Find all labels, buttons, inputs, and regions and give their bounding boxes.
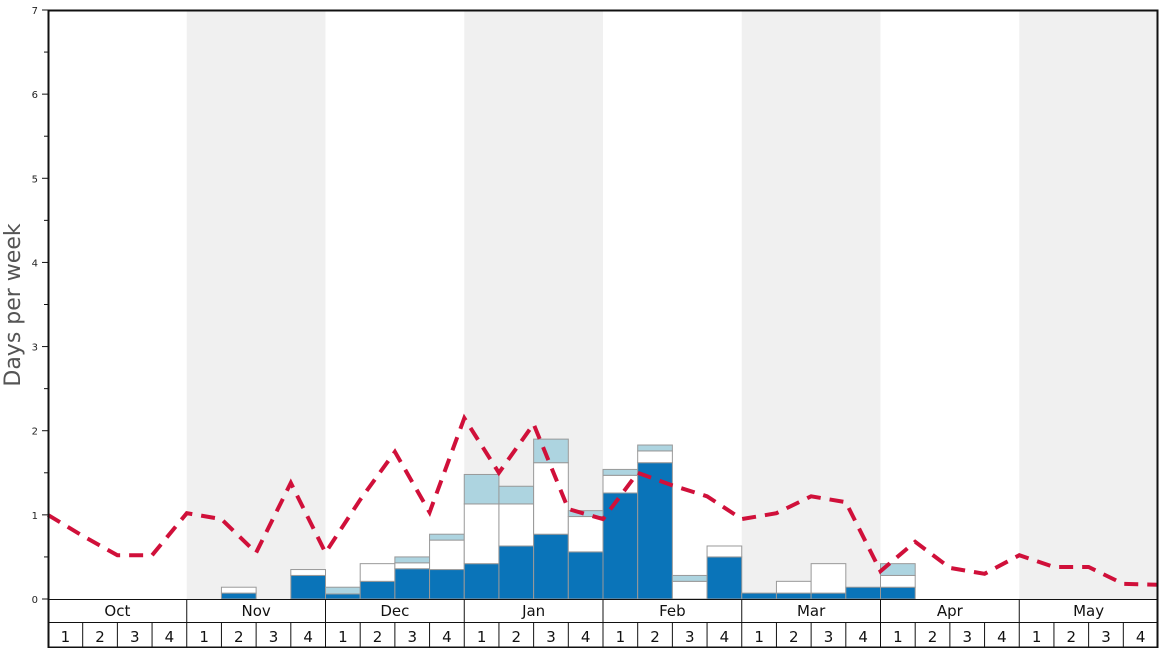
bar-segment <box>498 503 535 547</box>
y-tick-label: 5 <box>32 174 38 185</box>
bar-segment <box>429 533 465 541</box>
week-label: 1 <box>1032 628 1042 646</box>
week-label: 2 <box>1067 628 1077 646</box>
week-label: 4 <box>720 628 730 646</box>
month-label: Jan <box>521 602 545 620</box>
month-band-nov <box>186 10 326 599</box>
bar-segment <box>394 562 431 570</box>
bar-segment <box>637 450 673 464</box>
bar-segment <box>359 580 396 600</box>
bar-segment <box>463 503 500 565</box>
bar-segment <box>463 563 500 600</box>
bar-segment <box>775 580 812 594</box>
month-band-may <box>1019 10 1158 599</box>
month-label: Dec <box>380 602 409 620</box>
y-tick-label: 0 <box>32 595 38 606</box>
bar-segment <box>533 533 569 600</box>
bar-segment <box>602 492 639 600</box>
week-label: 3 <box>962 628 972 646</box>
bar-segment <box>359 563 396 582</box>
y-axis-label: Days per week <box>1 223 26 386</box>
bar-segment <box>845 586 881 600</box>
week-label: 4 <box>581 628 591 646</box>
bar-segment <box>706 545 743 558</box>
week-label: 2 <box>512 628 522 646</box>
month-label: Nov <box>241 602 270 620</box>
week-label: 3 <box>1101 628 1111 646</box>
bar-segment <box>567 551 604 600</box>
bar-segment <box>880 586 916 600</box>
month-shading <box>186 10 1158 599</box>
week-label: 4 <box>997 628 1007 646</box>
y-tick-label: 4 <box>32 258 38 269</box>
week-label: 1 <box>338 628 348 646</box>
week-label: 2 <box>789 628 799 646</box>
month-label: Mar <box>797 602 826 620</box>
week-label: 3 <box>685 628 695 646</box>
bar-segment <box>775 592 812 600</box>
month-label: Feb <box>659 602 686 620</box>
bar-segment <box>671 580 708 600</box>
week-label: 3 <box>130 628 140 646</box>
bar-segment <box>706 556 743 600</box>
bar-segment <box>533 438 569 464</box>
bar-segment <box>463 473 500 505</box>
bar-segment <box>220 586 257 594</box>
month-label: Oct <box>104 602 130 620</box>
week-label: 2 <box>373 628 383 646</box>
y-tick-label: 2 <box>32 427 38 438</box>
bar-segment <box>810 592 847 600</box>
week-label: 1 <box>199 628 209 646</box>
y-tick-label: 6 <box>32 90 38 101</box>
bar-segment <box>671 574 708 582</box>
week-label: 3 <box>407 628 417 646</box>
bar-segment <box>741 592 777 600</box>
week-label: 1 <box>893 628 903 646</box>
bar-segment <box>602 474 639 494</box>
week-label: 4 <box>303 628 313 646</box>
y-tick-label: 1 <box>32 511 38 522</box>
bar-segment <box>498 545 535 600</box>
bar-segment <box>394 568 431 600</box>
week-label: 2 <box>650 628 660 646</box>
average-line <box>46 413 1159 587</box>
week-label: 3 <box>824 628 834 646</box>
bar-segment <box>394 556 431 564</box>
week-label: 4 <box>442 628 452 646</box>
week-label: 4 <box>165 628 175 646</box>
bar-segment <box>325 586 361 595</box>
bar-segment <box>498 485 535 505</box>
y-tick-label: 3 <box>32 343 38 354</box>
bar-segment <box>220 592 257 600</box>
bar-segment <box>429 539 465 571</box>
x-axis: Oct Nov Dec Jan Feb Mar Apr May 1 2 3 4 1 2 3 4 1 2 3 4 1 2 3 4… <box>47 599 1158 648</box>
month-label: Apr <box>937 602 964 620</box>
y-axis: 0 1 2 3 4 5 6 7 <box>32 6 48 606</box>
bar-segment <box>325 593 361 600</box>
month-label: May <box>1073 602 1104 620</box>
week-label: 1 <box>754 628 764 646</box>
week-label: 1 <box>616 628 626 646</box>
week-label: 2 <box>234 628 244 646</box>
bar-segment <box>880 574 916 588</box>
average-line-path <box>46 413 1159 587</box>
bar-segment <box>602 468 639 476</box>
week-label: 3 <box>546 628 556 646</box>
week-label: 4 <box>1136 628 1146 646</box>
bar-segment <box>290 569 326 576</box>
week-label: 2 <box>928 628 938 646</box>
bar-segment <box>429 569 465 600</box>
week-label: 2 <box>95 628 105 646</box>
week-label: 1 <box>61 628 71 646</box>
bar-segment <box>567 516 604 553</box>
month-band-mar <box>741 10 881 599</box>
bar-segment <box>290 574 326 600</box>
bar-segment <box>810 563 847 594</box>
week-label: 4 <box>858 628 868 646</box>
y-tick-label: 7 <box>32 6 38 17</box>
bar-segment <box>637 444 673 452</box>
week-label: 3 <box>269 628 279 646</box>
week-label: 1 <box>477 628 487 646</box>
